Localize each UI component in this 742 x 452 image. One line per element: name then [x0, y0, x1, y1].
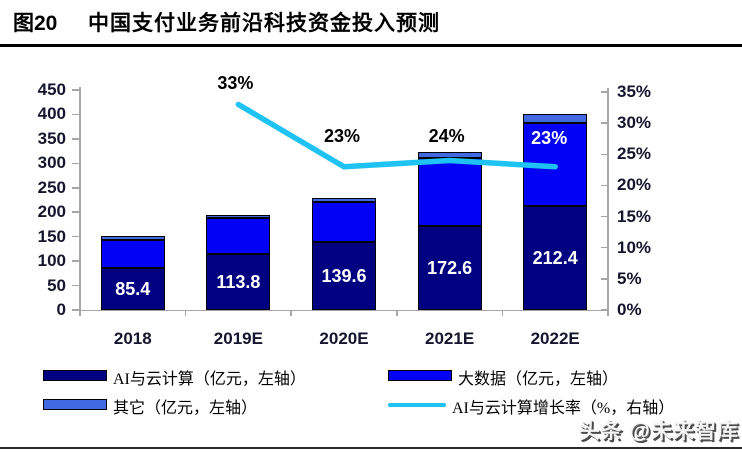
x-axis-tick [79, 310, 81, 316]
bar-segment-2 [417, 151, 482, 159]
legend-item-ai-cloud: AI与云计算（亿元，左轴） [43, 365, 306, 389]
x-axis-tick [607, 310, 609, 316]
bar-segment-2 [206, 214, 271, 219]
legend-label-bigdata: 大数据（亿元，左轴） [458, 371, 619, 388]
y-axis-left-tick [72, 309, 79, 311]
y-axis-right-tick-label: 15% [617, 206, 652, 226]
y-axis-left-tick [72, 235, 79, 238]
bar-value-label: 85.4 [115, 279, 151, 300]
bar-segment-1 [206, 218, 271, 255]
bar-segment-1 [417, 158, 482, 226]
bar-value-label: 172.6 [427, 257, 473, 278]
legend-item-other: 其它（亿元，左轴） [43, 394, 257, 418]
y-axis-right-tick-label: 20% [617, 175, 652, 195]
y-axis-right-tick [601, 184, 608, 187]
y-axis-right-tick-label: 25% [617, 144, 652, 164]
growth-rate-line [235, 101, 558, 170]
y-axis-left-tick-label: 400 [37, 104, 66, 124]
y-axis-left-tick-label: 250 [37, 177, 66, 197]
y-axis-left-tick-label: 150 [37, 226, 66, 246]
y-axis-right-tick [601, 215, 608, 218]
y-axis-left-tick-label: 450 [37, 80, 66, 99]
growth-rate-label: 23% [531, 127, 568, 148]
y-axis-right-tick-label: 30% [617, 113, 652, 133]
bar-segment-0 [417, 225, 482, 310]
y-axis-left-tick [72, 211, 79, 213]
watermark: 头条 @未来智库 [578, 420, 739, 443]
y-axis-right-tick-label: 5% [617, 268, 642, 288]
growth-rate-label: 23% [323, 125, 361, 146]
x-axis-category-label: 2020E [319, 329, 369, 348]
y-axis-left-tick [72, 284, 79, 287]
bar-segment-0 [312, 241, 376, 310]
growth-rate-label: 33% [217, 73, 254, 94]
legend-label-growth-rate: AI与云计算增长率（%，右轴） [452, 400, 675, 417]
figure-number: 图20 [13, 12, 58, 35]
bar-segment-1 [312, 201, 376, 242]
title-underline [0, 44, 742, 47]
figure-title: 中国支付业务前沿科技资金投入预测 [88, 12, 440, 35]
bigdata-swatch-icon [388, 370, 452, 381]
bar-segment-0 [100, 268, 165, 310]
y-axis-left-tick-label: 300 [37, 153, 66, 173]
y-axis-left-tick [72, 260, 79, 262]
y-axis-right-tick-label: 35% [617, 82, 652, 101]
bar-segment-0 [523, 206, 588, 310]
x-axis-tick [396, 310, 398, 316]
y-axis-left-tick [72, 113, 79, 116]
legend-item-bigdata: 大数据（亿元，左轴） [388, 365, 618, 389]
y-axis-left-tick [72, 187, 79, 189]
y-axis-right-tick-label: 0% [617, 300, 642, 319]
y-axis-right-tick [601, 153, 608, 156]
y-axis-left-tick [72, 89, 79, 91]
x-axis-tick [290, 310, 292, 316]
bar-segment-2 [100, 236, 165, 240]
y-axis-left-tick [72, 162, 79, 165]
y-axis-left-tick [72, 138, 79, 140]
bar-value-label: 212.4 [532, 248, 578, 269]
x-axis-tick [501, 310, 504, 316]
y-axis-right-tick [601, 246, 608, 249]
bar-segment-2 [312, 197, 376, 202]
bottom-divider [0, 447, 742, 449]
ai-cloud-swatch-icon [43, 370, 107, 381]
bar-value-label: 139.6 [321, 265, 367, 286]
y-axis-left-tick-label: 0 [56, 300, 66, 319]
other-swatch-icon [43, 399, 107, 410]
x-axis-category-label: 2019E [213, 329, 263, 348]
legend-item-growth-rate: AI与云计算增长率（%，右轴） [388, 394, 674, 418]
y-axis-right-tick [601, 122, 608, 124]
y-axis-right-tick [601, 91, 608, 93]
bar-segment-0 [206, 254, 271, 310]
y-axis-left-tick-label: 200 [37, 202, 66, 222]
y-axis-left [79, 87, 81, 311]
legend-label-other: 其它（亿元，左轴） [113, 400, 258, 417]
bar-segment-2 [523, 114, 588, 123]
y-axis-right-tick [601, 278, 608, 280]
x-axis-category-label: 2021E [425, 329, 475, 348]
bar-segment-1 [100, 239, 165, 269]
y-axis-right-tick-label: 10% [617, 237, 652, 257]
growth-line-swatch-icon [388, 403, 446, 407]
x-axis [79, 309, 609, 311]
y-axis-left-tick-label: 50 [47, 275, 66, 295]
bar-value-label: 113.8 [216, 272, 261, 293]
x-axis-category-label: 2022E [530, 329, 580, 348]
y-axis-right [607, 88, 609, 311]
growth-rate-label: 24% [428, 125, 465, 146]
y-axis-left-tick-label: 350 [37, 128, 66, 148]
legend-label-ai-cloud: AI与云计算（亿元，左轴） [113, 371, 306, 388]
x-axis-category-label: 2018 [113, 329, 152, 348]
x-axis-tick [184, 310, 187, 316]
y-axis-left-tick-label: 100 [37, 251, 66, 271]
y-axis-right-tick [601, 309, 608, 311]
